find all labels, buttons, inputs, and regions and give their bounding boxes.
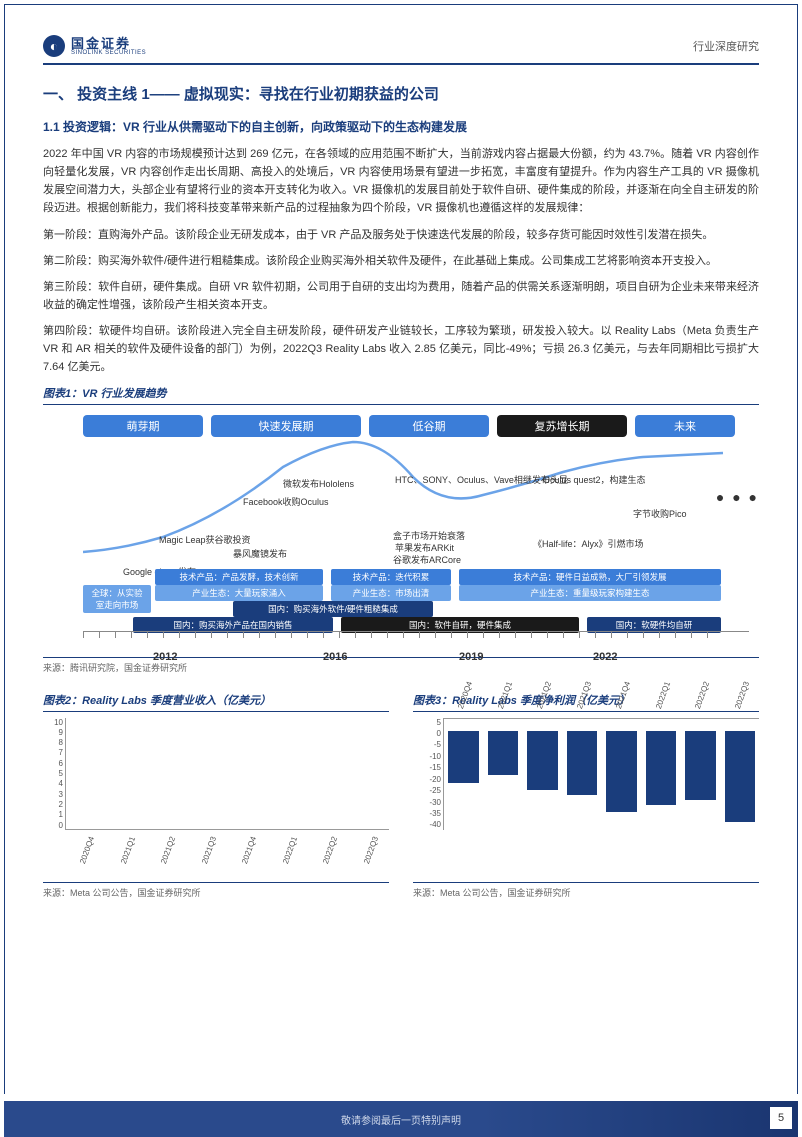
timeline-annotation: 字节收购Pico bbox=[633, 507, 687, 520]
phase-label: 萌芽期 bbox=[83, 415, 203, 437]
logo-text-cn: 国金证券 bbox=[71, 37, 146, 50]
phase-label: 复苏增长期 bbox=[497, 415, 627, 437]
bar-label: 2021Q2 bbox=[159, 835, 177, 865]
timeline-annotation: Magic Leap获谷歌投资 bbox=[159, 533, 251, 546]
timeline-badge: 技术产品：迭代积累 bbox=[331, 569, 451, 585]
timeline-annotation: Oculus quest2，构建生态 bbox=[543, 473, 646, 486]
bar: 2022Q2 bbox=[685, 719, 716, 830]
phase-label: 低谷期 bbox=[369, 415, 489, 437]
timeline-badge: 技术产品：产品发酵，技术创新 bbox=[155, 569, 323, 585]
y-tick: 2 bbox=[43, 800, 63, 809]
fig1-caption: 图表1：VR 行业发展趋势 bbox=[43, 385, 759, 405]
y-tick: -15 bbox=[413, 763, 441, 772]
timeline-badge: 国内：购买海外软件/硬件粗糙集成 bbox=[233, 601, 433, 617]
y-tick: 6 bbox=[43, 759, 63, 768]
y-tick: -25 bbox=[413, 786, 441, 795]
bar: 2021Q3 bbox=[567, 719, 598, 830]
timeline-year: 2012 bbox=[153, 651, 177, 663]
bar: 2021Q1 bbox=[488, 719, 519, 830]
bar: 2022Q3 bbox=[725, 719, 756, 830]
bar-label: 2021Q1 bbox=[119, 835, 137, 865]
footer-disclaimer: 敬请参阅最后一页特别声明 bbox=[341, 1112, 461, 1127]
y-tick: 10 bbox=[43, 718, 63, 727]
y-tick: -5 bbox=[413, 740, 441, 749]
doc-type: 行业深度研究 bbox=[693, 38, 759, 54]
y-tick: -40 bbox=[413, 820, 441, 829]
bar-label: 2020Q4 bbox=[78, 835, 96, 865]
page-number: 5 bbox=[770, 1107, 792, 1129]
y-tick: -20 bbox=[413, 775, 441, 784]
bar-label: 2022Q3 bbox=[362, 835, 380, 865]
fig3-source: 来源：Meta 公司公告，国金证券研究所 bbox=[413, 882, 759, 899]
para-1: 2022 年中国 VR 内容的市场规模预计达到 269 亿元，在各领域的应用范围… bbox=[43, 145, 759, 218]
bar: 2020Q4 bbox=[448, 719, 479, 830]
bar: 2021Q4 bbox=[606, 719, 637, 830]
fig1-chart: 萌芽期快速发展期低谷期复苏增长期未来 微软发布Hololens Facebook收… bbox=[43, 411, 759, 651]
phase-label: 快速发展期 bbox=[211, 415, 361, 437]
bar-label: 2022Q1 bbox=[281, 835, 299, 865]
bar-label: 2021Q3 bbox=[200, 835, 218, 865]
bar: 2021Q2 bbox=[527, 719, 558, 830]
page-header: ◐ 国金证券 SINOLINK SECURITIES 行业深度研究 bbox=[43, 35, 759, 65]
timeline-badge: 产业生态：重量级玩家构建生态 bbox=[459, 585, 721, 601]
timeline-annotation: 谷歌发布ARCore bbox=[393, 553, 461, 566]
y-tick: -30 bbox=[413, 798, 441, 807]
timeline-badge: 产业生态：大量玩家涌入 bbox=[155, 585, 323, 601]
bar-label: 2022Q2 bbox=[321, 835, 339, 865]
section-h2: 1.1 投资逻辑：VR 行业从供需驱动下的自主创新，向政策驱动下的生态构建发展 bbox=[43, 118, 759, 135]
fig2-source: 来源：Meta 公司公告，国金证券研究所 bbox=[43, 882, 389, 899]
y-tick: 3 bbox=[43, 790, 63, 799]
phase-label: 未来 bbox=[635, 415, 735, 437]
y-tick: 0 bbox=[413, 729, 441, 738]
bar-label: 2021Q4 bbox=[240, 835, 258, 865]
page-footer: 敬请参阅最后一页特别声明 bbox=[4, 1101, 798, 1137]
timeline-badge: 技术产品：硬件日益成熟，大厂引领发展 bbox=[459, 569, 721, 585]
bar: 2022Q1 bbox=[646, 719, 677, 830]
timeline-badge: 全球：从实验室走向市场 bbox=[83, 585, 151, 613]
timeline-annotation: HTC、SONY、Oculus、Vave相继发布头显 bbox=[395, 473, 568, 486]
para-2: 第一阶段：直购海外产品。该阶段企业无研发成本，由于 VR 产品及服务处于快速迭代… bbox=[43, 226, 759, 244]
y-tick: 8 bbox=[43, 738, 63, 747]
y-tick: 5 bbox=[43, 769, 63, 778]
fig3-chart: 5 0 -5 -10 -15 -20 -25 -30 -35 -40 2020Q4 2021Q1 20… bbox=[413, 718, 759, 878]
fig2-caption: 图表2：Reality Labs 季度营业收入（亿美元） bbox=[43, 692, 389, 712]
timeline-annotation: Facebook收购Oculus bbox=[243, 495, 329, 508]
y-tick: 0 bbox=[43, 821, 63, 830]
y-tick: 1 bbox=[43, 810, 63, 819]
timeline-annotation: 暴风魔镜发布 bbox=[233, 547, 287, 560]
fig1-source: 来源：腾讯研究院，国金证券研究所 bbox=[43, 657, 759, 674]
logo-text-en: SINOLINK SECURITIES bbox=[71, 50, 146, 56]
y-tick: -35 bbox=[413, 809, 441, 818]
timeline-year: 2016 bbox=[323, 651, 347, 663]
y-tick: 4 bbox=[43, 779, 63, 788]
y-tick: 5 bbox=[413, 718, 441, 727]
para-5: 第四阶段：软硬件均自研。该阶段进入完全自主研发阶段，硬件研发产业链较长，工序较为… bbox=[43, 322, 759, 376]
timeline-annotation: 《Half-life：Alyx》引燃市场 bbox=[533, 537, 644, 550]
timeline-year: 2019 bbox=[459, 651, 483, 663]
y-tick: 9 bbox=[43, 728, 63, 737]
y-tick: -10 bbox=[413, 752, 441, 761]
timeline-annotation: 微软发布Hololens bbox=[283, 477, 354, 490]
section-h1: 一、 投资主线 1—— 虚拟现实：寻找在行业初期获益的公司 bbox=[43, 83, 759, 104]
timeline-badge: 产业生态：市场出清 bbox=[331, 585, 451, 601]
para-4: 第三阶段：软件自研，硬件集成。自研 VR 软件初期，公司用于自研的支出均为费用，… bbox=[43, 278, 759, 314]
y-tick: 7 bbox=[43, 748, 63, 757]
para-3: 第二阶段：购买海外软件/硬件进行粗糙集成。该阶段企业购买海外相关软件及硬件，在此… bbox=[43, 252, 759, 270]
logo: ◐ 国金证券 SINOLINK SECURITIES bbox=[43, 35, 146, 57]
fig2-chart: 109876543210 2020Q42021Q12021Q22021Q3202… bbox=[43, 718, 389, 878]
ellipsis-icon: ● ● ● bbox=[716, 489, 759, 505]
logo-icon: ◐ bbox=[43, 35, 65, 57]
timeline-year: 2022 bbox=[593, 651, 617, 663]
